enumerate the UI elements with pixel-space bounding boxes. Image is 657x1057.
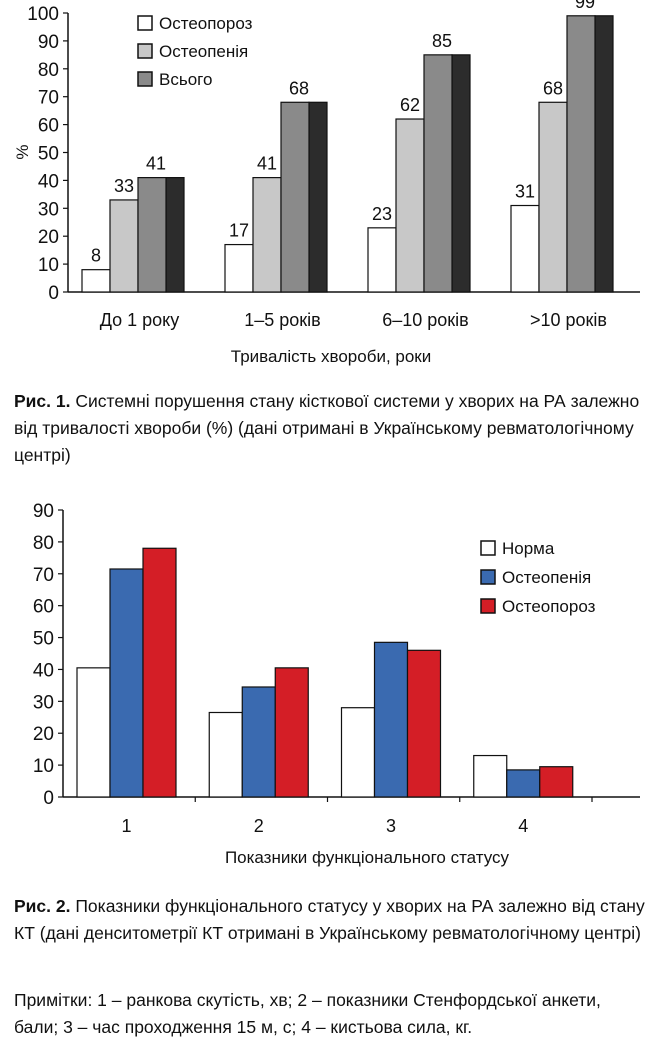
chart1-data-label: 8 bbox=[91, 246, 101, 266]
chart1-x-tick-label: >10 років bbox=[530, 310, 607, 330]
chart1-data-label: 62 bbox=[400, 95, 420, 115]
chart1-y-axis-title: % bbox=[13, 144, 32, 159]
figure2-caption: Рис. 2. Показники функціонального статус… bbox=[14, 893, 646, 947]
chart2-x-tick-label: 2 bbox=[254, 816, 264, 836]
chart2-bar-остеопороз bbox=[142, 547, 177, 798]
chart1-data-label: 33 bbox=[114, 176, 134, 196]
chart2-y-tick-label: 80 bbox=[33, 533, 54, 554]
chart1-bar-остеопороз bbox=[510, 204, 540, 293]
chart1-y-tick-label: 40 bbox=[38, 171, 59, 192]
legend-swatch-osteopenia-2 bbox=[480, 569, 496, 585]
chart1-bar-side-всього bbox=[451, 54, 471, 293]
chart1-y-tick-label: 10 bbox=[38, 255, 59, 276]
chart2-x-tick-label: 1 bbox=[121, 816, 131, 836]
chart2-bar-остеопенія bbox=[373, 641, 409, 798]
legend-label-osteopenia-2: Остеопенія bbox=[502, 568, 591, 587]
legend-label-osteoporosis-2: Остеопороз bbox=[502, 597, 596, 616]
chart2-legend: Норма Остеопенія Остеопороз bbox=[480, 539, 596, 616]
chart-2: Показники функціонального статусу Норма … bbox=[33, 501, 640, 867]
chart2-x-tick-label: 4 bbox=[518, 816, 528, 836]
legend-label-osteopenia: Остеопенія bbox=[159, 42, 248, 61]
chart2-y-tick-label: 60 bbox=[33, 597, 54, 618]
chart1-y-tick-label: 60 bbox=[38, 116, 59, 137]
chart1-x-tick-label: 1–5 років bbox=[244, 310, 321, 330]
figure2-notes: Примітки: 1 – ранкова скутість, хв; 2 – … bbox=[14, 990, 601, 1037]
legend-label-total: Всього bbox=[159, 70, 212, 89]
legend-label-osteoporosis: Остеопороз bbox=[159, 14, 253, 33]
chart1-bar-side-всього bbox=[308, 101, 328, 293]
chart2-y-tick-label: 20 bbox=[33, 724, 54, 745]
figure2-text: Показники функціонального статусу у хвор… bbox=[14, 896, 645, 943]
chart1-bar-остеопороз bbox=[81, 269, 111, 293]
chart1-data-label: 41 bbox=[257, 154, 277, 174]
chart1-bar-side-всього bbox=[594, 15, 614, 293]
chart2-bar-норма bbox=[473, 754, 508, 798]
chart2-y-tick-label: 50 bbox=[33, 629, 54, 650]
chart2-bar-остеопенія bbox=[506, 769, 541, 798]
chart2-y-tick-label: 40 bbox=[33, 660, 54, 681]
chart2-bar-норма bbox=[208, 711, 243, 798]
chart1-bar-остеопенія bbox=[252, 177, 282, 293]
legend-swatch-total bbox=[137, 71, 153, 87]
figure1-caption: Рис. 1. Системні порушення стану кістков… bbox=[14, 388, 646, 469]
chart1-bar-остеопенія bbox=[538, 101, 568, 293]
chart1-bar-остеопороз bbox=[367, 227, 397, 293]
chart1-x-tick-label: 6–10 років bbox=[382, 310, 469, 330]
chart1-x-tick-label: До 1 року bbox=[100, 310, 180, 330]
chart1-y-tick-label: 70 bbox=[38, 88, 59, 109]
chart1-bar-side-всього bbox=[165, 177, 185, 293]
chart2-bar-норма bbox=[76, 667, 111, 798]
chart-1: % Тривалість хвороби, роки Остеопороз Ос… bbox=[13, 0, 640, 366]
chart1-y-tick-label: 20 bbox=[38, 227, 59, 248]
chart2-bar-норма bbox=[340, 707, 376, 798]
chart1-bar-остеопенія bbox=[109, 199, 139, 293]
chart2-bar-остеопенія bbox=[241, 686, 276, 798]
chart1-data-label: 31 bbox=[515, 182, 535, 202]
chart2-y-tick-label: 70 bbox=[33, 565, 54, 586]
chart1-y-tick-label: 80 bbox=[38, 60, 59, 81]
chart1-bar-всього bbox=[137, 177, 167, 293]
chart2-x-tick-label: 3 bbox=[386, 816, 396, 836]
chart1-data-label: 17 bbox=[229, 221, 249, 241]
chart1-data-label: 99 bbox=[575, 0, 595, 12]
legend-swatch-osteopenia bbox=[137, 43, 153, 59]
legend-swatch-osteoporosis-2 bbox=[480, 598, 496, 614]
chart2-y-tick-label: 0 bbox=[43, 788, 54, 809]
chart2-y-tick-label: 10 bbox=[33, 756, 54, 777]
figure2-label: Рис. 2. bbox=[14, 896, 71, 916]
chart1-y-tick-label: 0 bbox=[48, 283, 59, 304]
chart2-bar-остеопороз bbox=[406, 649, 442, 798]
chart2-bar-остеопороз bbox=[539, 766, 574, 798]
figure1-label: Рис. 1. bbox=[14, 391, 71, 411]
legend-swatch-norm bbox=[480, 540, 496, 556]
chart1-bar-остеопороз bbox=[224, 243, 254, 293]
chart2-y-tick-label: 90 bbox=[33, 501, 54, 522]
chart1-bar-всього bbox=[423, 54, 453, 293]
chart1-bar-остеопенія bbox=[395, 118, 425, 293]
legend-label-norm: Норма bbox=[502, 539, 555, 558]
chart2-x-axis-title: Показники функціонального статусу bbox=[225, 848, 510, 867]
chart1-data-label: 68 bbox=[543, 78, 563, 98]
chart1-data-label: 41 bbox=[146, 154, 166, 174]
chart1-bar-всього bbox=[566, 15, 596, 293]
chart1-data-label: 68 bbox=[289, 78, 309, 98]
chart1-y-tick-label: 30 bbox=[38, 199, 59, 220]
legend-swatch-osteoporosis bbox=[137, 15, 153, 31]
chart1-legend: Остеопороз Остеопенія Всього bbox=[137, 14, 253, 89]
figure1-text: Системні порушення стану кісткової систе… bbox=[14, 391, 640, 465]
chart2-y-tick-label: 30 bbox=[33, 692, 54, 713]
chart2-bar-остеопенія bbox=[109, 568, 144, 798]
chart1-x-axis-title: Тривалість хвороби, роки bbox=[231, 347, 431, 366]
chart1-y-tick-label: 100 bbox=[27, 4, 59, 25]
chart1-y-tick-label: 50 bbox=[38, 144, 59, 165]
chart1-bar-всього bbox=[280, 101, 310, 293]
chart1-data-label: 23 bbox=[372, 204, 392, 224]
chart1-data-label: 85 bbox=[432, 31, 452, 51]
chart1-y-tick-label: 90 bbox=[38, 32, 59, 53]
chart2-bar-остеопороз bbox=[274, 667, 309, 798]
